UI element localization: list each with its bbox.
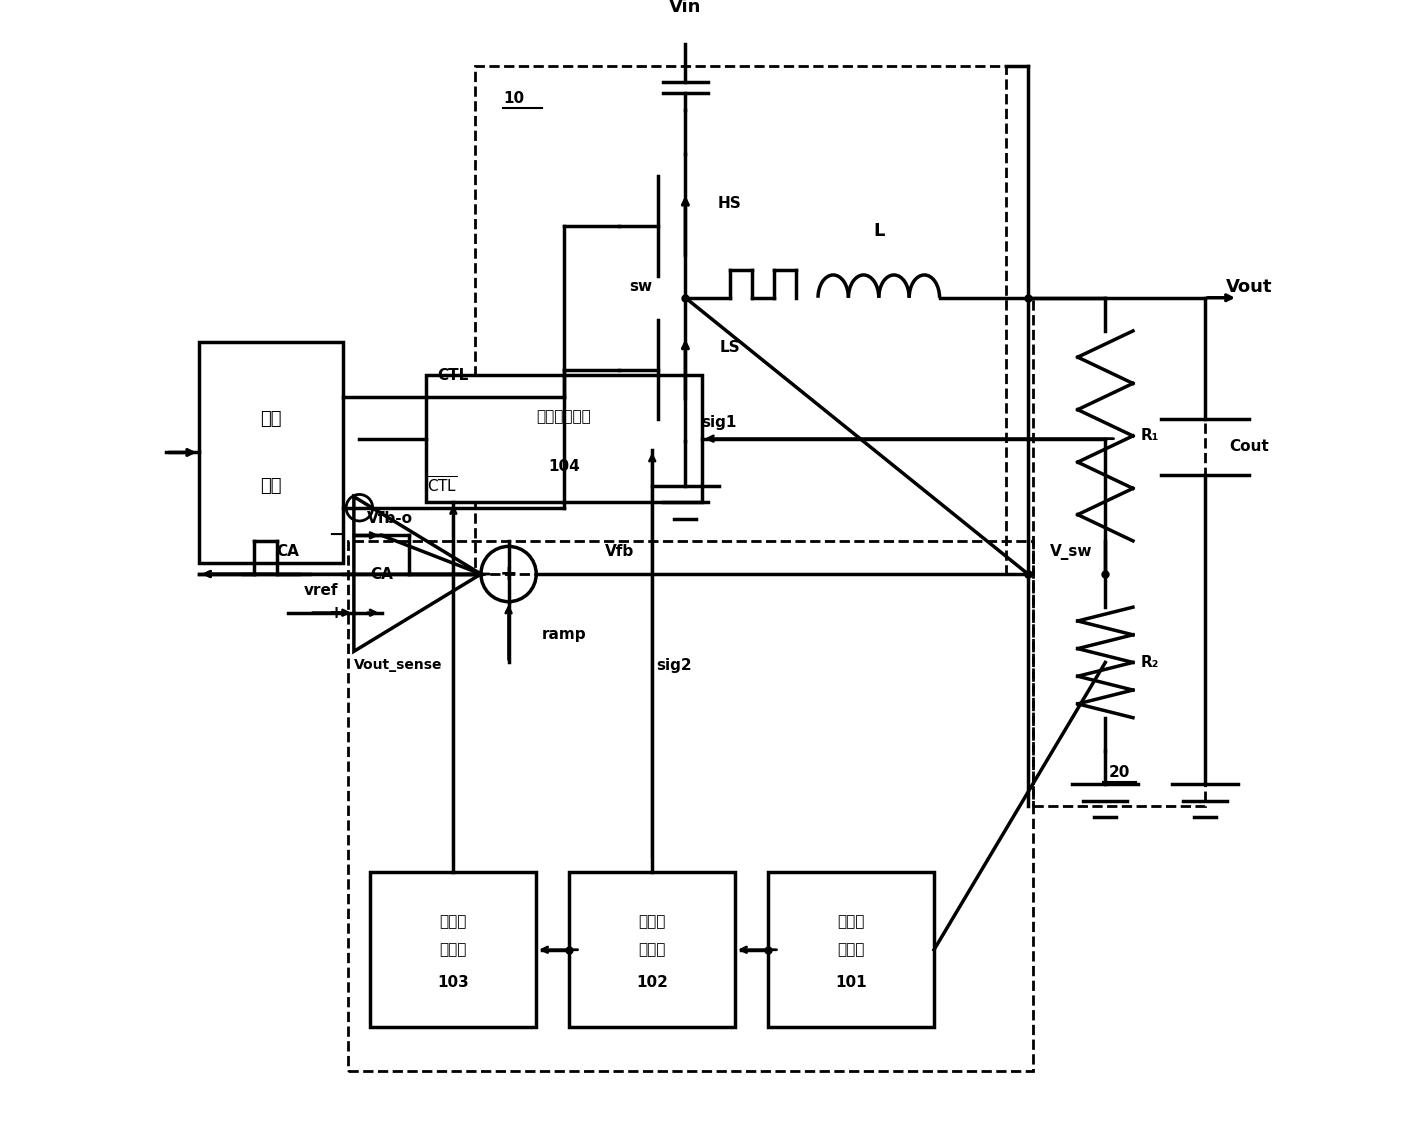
Text: V_sw: V_sw [1050,544,1092,560]
Text: +: + [328,604,342,622]
Text: 波电路: 波电路 [638,942,666,957]
Text: sw: sw [630,279,652,294]
Text: 第一滤: 第一滤 [838,915,865,929]
Text: Vfb: Vfb [604,544,634,559]
Text: CTL: CTL [437,368,468,383]
Text: 波电路: 波电路 [838,942,865,957]
Text: 102: 102 [637,975,668,991]
Bar [371,872,536,1027]
Text: ramp: ramp [542,628,586,642]
Text: HS: HS [717,196,741,212]
Bar [426,375,702,502]
Text: Cout: Cout [1230,440,1269,454]
Bar [200,342,342,563]
Text: −: − [328,526,342,544]
Bar [768,872,934,1027]
Text: 第二滤: 第二滤 [638,915,666,929]
Text: 101: 101 [835,975,867,991]
Text: 104: 104 [548,459,580,474]
Text: L: L [873,222,884,240]
Text: CA: CA [371,566,393,582]
Text: Vout_sense: Vout_sense [354,658,443,672]
Bar [1033,297,1204,806]
Text: CA: CA [276,544,300,559]
Text: 差值放大电路: 差值放大电路 [536,409,591,424]
Text: vref: vref [303,583,338,598]
Text: 10: 10 [504,91,524,106]
Text: Vout: Vout [1225,278,1272,296]
Text: sig2: sig2 [657,657,692,673]
Bar [569,872,736,1027]
Text: Vin: Vin [669,0,702,16]
Text: LS: LS [719,339,740,355]
Bar [348,541,1033,1072]
Text: R₁: R₁ [1140,428,1159,443]
Text: 波电路: 波电路 [440,942,467,957]
Text: 第三滤: 第三滤 [440,915,467,929]
Text: $\overline{\rm CTL}$: $\overline{\rm CTL}$ [427,476,457,495]
Text: 电路: 电路 [260,476,282,494]
Text: 103: 103 [437,975,470,991]
Text: 20: 20 [1108,765,1129,780]
Text: +: + [499,564,518,584]
Text: R₂: R₂ [1140,655,1159,670]
Bar [475,66,1006,574]
Text: sig1: sig1 [700,415,736,429]
Text: 逻辑: 逻辑 [260,410,282,428]
Text: Vfb-o: Vfb-o [366,511,413,526]
